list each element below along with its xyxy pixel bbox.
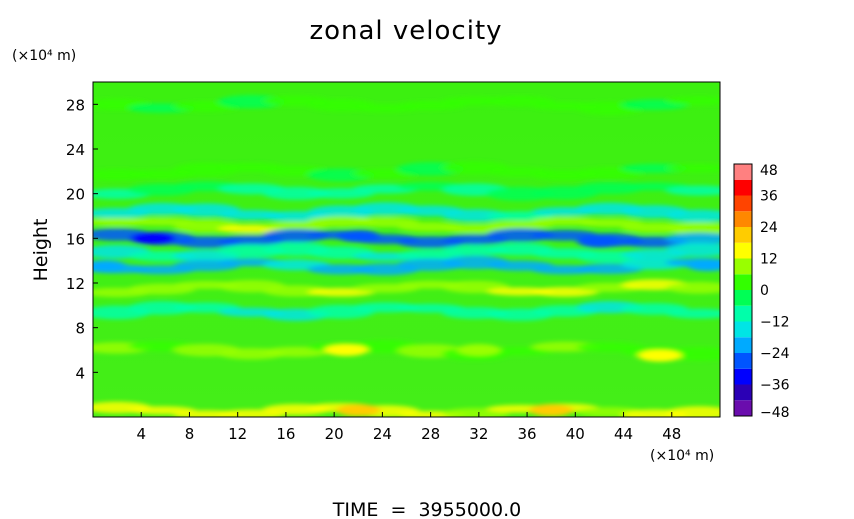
field-background: [93, 82, 720, 417]
field-anomaly: [93, 260, 128, 273]
colorbar-tick-label: 0: [760, 283, 769, 299]
x-axis-ticks: 4 8 12 16 20 24 28 32 36 40 44 48: [136, 412, 681, 443]
field-cell: [128, 301, 196, 315]
y-axis-ticks: 4 8 12 16 20 24 28: [66, 96, 98, 382]
field-anomaly: [131, 232, 176, 245]
colorbar-segment: [734, 211, 752, 227]
colorbar-tick-label: 24: [760, 220, 778, 236]
field-cell: [665, 96, 720, 106]
y-tick-label: 16: [66, 230, 85, 248]
colorbar-tick-label: −12: [760, 315, 790, 331]
colorbar-tick-label: −24: [760, 346, 790, 362]
field-cell: [665, 222, 720, 235]
y-tick-label: 8: [75, 320, 85, 338]
field-anomaly: [324, 344, 369, 356]
field-anomaly: [529, 404, 574, 417]
colorbar-segment: [734, 368, 752, 385]
x-tick-label: 32: [469, 425, 488, 443]
field-anomaly: [685, 259, 720, 272]
x-tick-label: 28: [421, 425, 440, 443]
x-tick-label: 36: [518, 425, 537, 443]
field-cell: [665, 185, 720, 196]
x-tick-label: 40: [566, 425, 585, 443]
y-axis-label: Height: [30, 219, 52, 282]
colorbar-tick-label: −36: [760, 378, 790, 394]
colorbar-segment: [734, 290, 752, 306]
y-tick-label: 20: [66, 186, 85, 204]
x-tick-label: 20: [325, 425, 344, 443]
colorbar-segment: [734, 337, 752, 353]
field-cell: [665, 281, 720, 294]
y-tick-label: 28: [66, 96, 85, 114]
colorbar-segment: [734, 195, 752, 212]
colorbar-segment: [734, 353, 752, 369]
chart-title: zonal velocity: [309, 16, 502, 46]
y-tick-label: 4: [75, 364, 85, 382]
colorbar-segment: [734, 400, 752, 416]
colorbar-segment: [734, 179, 752, 196]
x-tick-label: 16: [276, 425, 295, 443]
colorbar-tick-label: −48: [760, 405, 790, 421]
colorbar-segment: [734, 258, 752, 275]
time-footer: TIME = 3955000.0: [332, 499, 521, 519]
field-anomaly: [336, 230, 381, 243]
x-tick-label: 44: [614, 425, 633, 443]
y-tick-label: 24: [66, 141, 85, 159]
field-cell: [262, 228, 330, 243]
field-anomaly: [577, 235, 622, 248]
x-tick-label: 24: [373, 425, 392, 443]
x-tick-label: 12: [228, 425, 247, 443]
field-anomaly: [637, 349, 682, 362]
colorbar-tick-label: 12: [760, 252, 778, 268]
x-tick-label: 8: [185, 425, 195, 443]
plot-frame: [92, 81, 721, 418]
colorbar-segment: [734, 242, 752, 259]
colorbar: 48 36 24 12 0 −12 −24 −36 −48: [733, 163, 790, 421]
field-cell: [665, 406, 720, 417]
y-axis-unit: (×10⁴ m): [12, 48, 76, 64]
x-axis-unit: (×10⁴ m): [650, 448, 714, 464]
colorbar-segment: [734, 227, 752, 243]
colorbar-segment: [734, 321, 752, 338]
colorbar-segment: [734, 164, 752, 180]
heatmap-field: [93, 82, 720, 417]
field-anomaly: [336, 404, 381, 417]
field-cell: [665, 209, 720, 223]
colorbar-segment: [734, 274, 752, 290]
field-blobs: [93, 95, 720, 417]
field-cell: [262, 186, 330, 200]
field-cell: [665, 308, 720, 319]
field-cell: [665, 163, 720, 173]
field-cell: [665, 232, 720, 245]
x-tick-label: 4: [136, 425, 146, 443]
field-cell: [441, 209, 509, 222]
colorbar-frame: [733, 163, 753, 417]
colorbar-tick-label: 48: [760, 163, 778, 179]
field-cell: [486, 228, 554, 242]
y-tick-label: 12: [66, 275, 85, 293]
field-cell: [665, 242, 720, 257]
x-tick-label: 48: [662, 425, 681, 443]
colorbar-segment: [734, 305, 752, 322]
field-anomaly: [456, 344, 501, 356]
colorbar-segment: [734, 384, 752, 401]
colorbar-tick-label: 36: [760, 189, 778, 205]
